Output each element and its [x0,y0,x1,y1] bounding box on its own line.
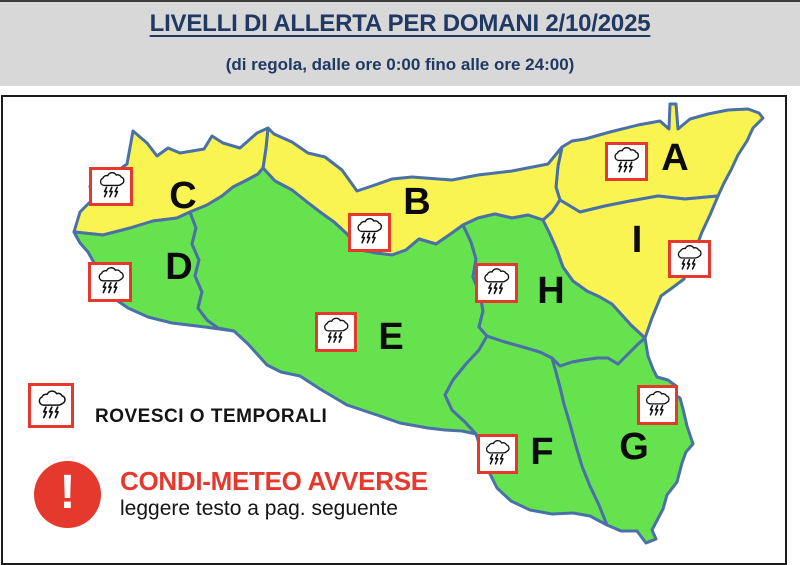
zone-D-label: D [165,246,193,288]
legend-adverse-note: leggere testo a pag. seguente [120,497,398,520]
storm-icon [475,263,518,303]
zone-I-label: I [631,219,643,261]
storm-icon [668,240,711,278]
zone-H-label: H [537,270,565,312]
storm-icon [88,262,132,302]
alert-zones-group [72,102,765,545]
zone-C-label: C [169,175,197,217]
storm-icon [89,167,133,206]
exclamation-glyph: ! [59,465,76,519]
storm-icon [28,383,74,428]
storm-icon [477,434,518,474]
warning-exclamation-icon: ! [34,461,101,528]
header-strip [0,2,800,86]
window-top-edge [0,0,800,2]
zone-F-label: F [530,431,554,473]
zone-A-label: A [661,137,689,179]
zone-B-label: B [403,181,431,223]
storm-icon [605,142,648,181]
storm-icon [637,385,678,425]
legend-adverse-title: CONDI-METEO AVVERSE [120,466,428,496]
zone-G-label: G [619,426,649,468]
legend-storm-label: ROVESCI O TEMPORALI [95,406,328,427]
zone-E-label: E [378,316,404,358]
page-title: LIVELLI DI ALLERTA PER DOMANI 2/10/2025 [149,10,651,37]
zone-I-region [541,194,720,340]
page-subtitle: (di regola, dalle ore 0:00 fino alle ore… [225,55,575,74]
storm-icon [315,312,357,352]
storm-icon [348,213,391,252]
